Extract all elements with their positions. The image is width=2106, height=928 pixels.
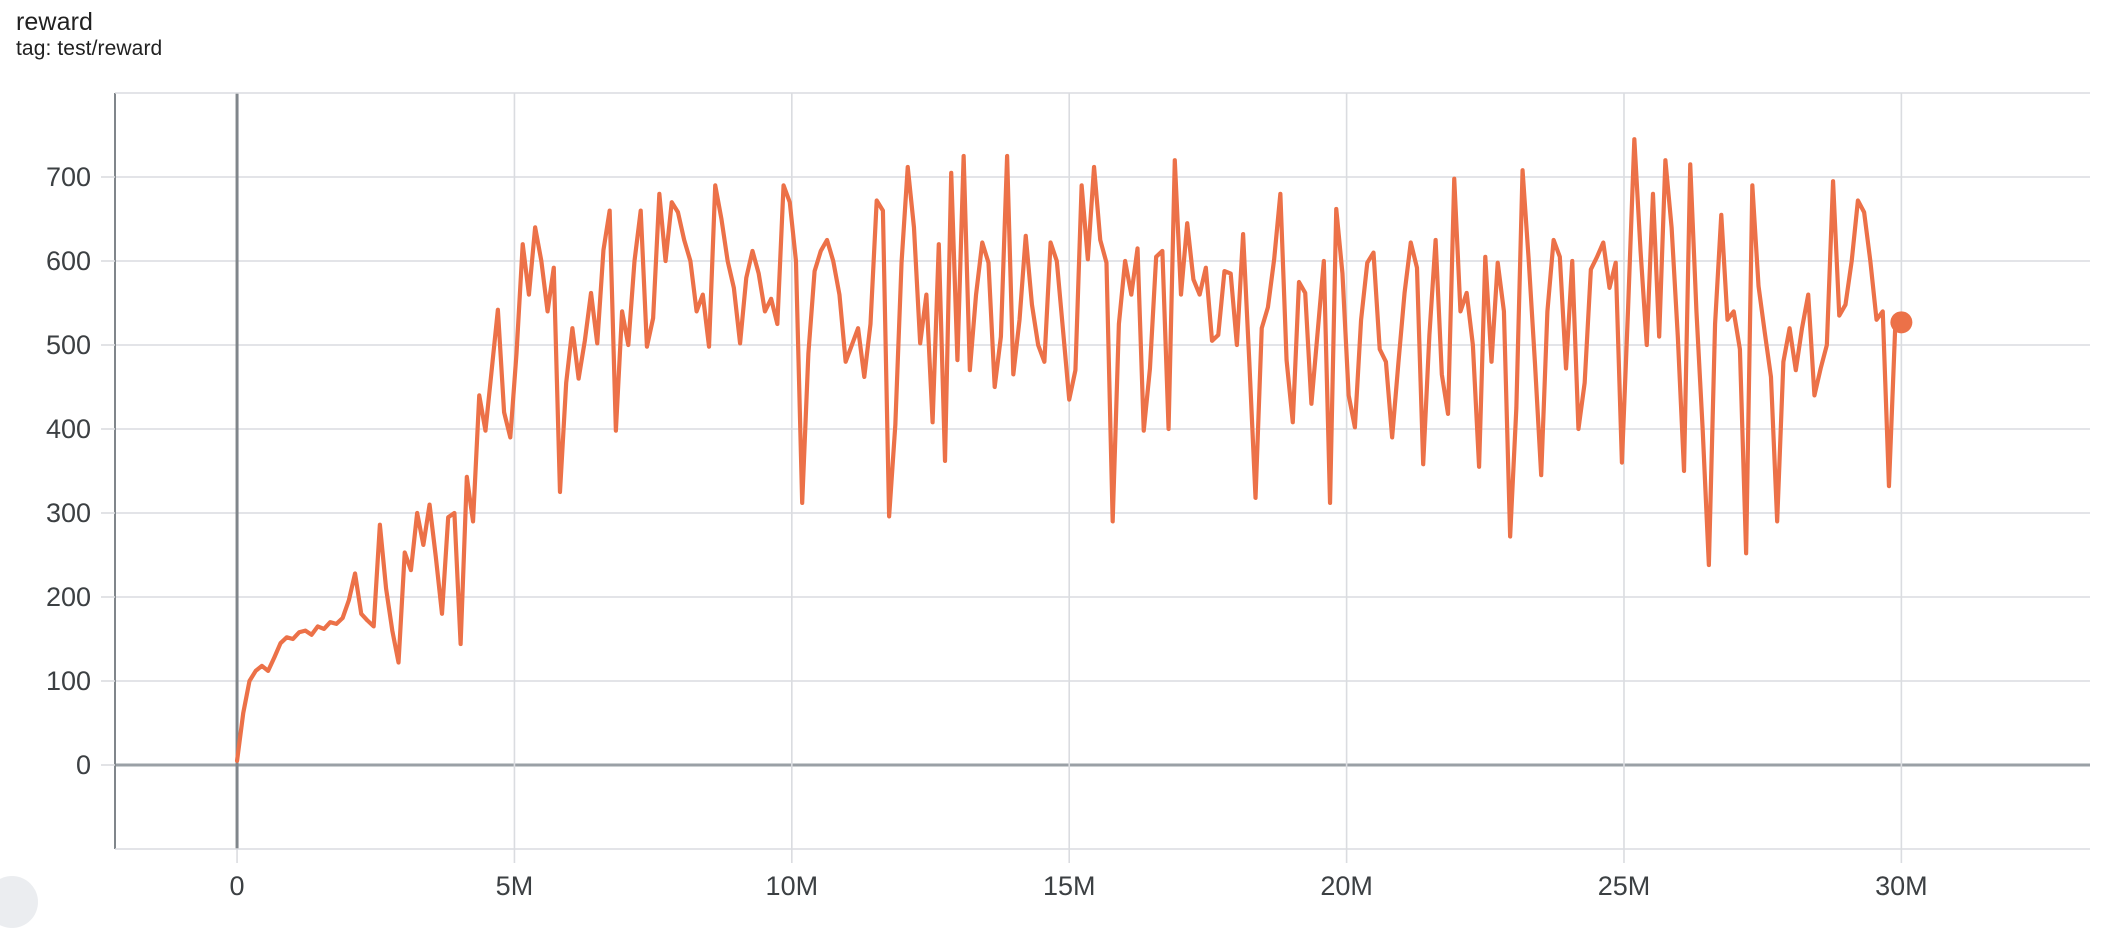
endpoint-dot[interactable] [1890,311,1913,334]
x-tick-label: 20M [1320,871,1373,901]
y-tick-marks [101,176,115,766]
chart-header: reward tag: test/reward [16,8,162,61]
series-reward-line[interactable] [234,137,1904,763]
y-gridlines [115,176,2090,767]
x-tick-marks [236,849,1903,863]
y-tick-label: 200 [46,582,91,612]
x-tick-label: 25M [1598,871,1651,901]
series-endpoint-marker[interactable] [1890,311,1913,334]
x-tick-labels: 0 5M 10M 15M 20M 25M 30M [230,871,1928,901]
y-tick-label: 500 [46,330,91,360]
line-chart-plot[interactable]: 0 100 200 300 400 500 600 700 0 5M 10M 15M 20M 25M 30… [0,0,2106,902]
x-tick-label: 0 [230,871,245,901]
x-tick-label: 15M [1043,871,1096,901]
y-tick-label: 0 [76,750,91,780]
x-tick-label: 5M [496,871,534,901]
page-title: reward [16,8,94,36]
y-tick-label: 100 [46,666,91,696]
chart-svg[interactable]: 0 100 200 300 400 500 600 700 0 5M 10M 15M 20M 25M 30… [0,0,2106,902]
y-tick-label: 700 [46,162,91,192]
y-tick-label: 600 [46,246,91,276]
y-tick-label: 400 [46,414,91,444]
y-tick-labels: 0 100 200 300 400 500 600 700 [46,162,91,780]
chart-tag-subtitle: tag: test/reward [16,37,163,60]
x-tick-label: 30M [1875,871,1928,901]
x-tick-label: 10M [766,871,819,901]
axis-lines [114,92,2090,850]
y-tick-label: 300 [46,498,91,528]
reward-line[interactable] [234,137,1904,763]
